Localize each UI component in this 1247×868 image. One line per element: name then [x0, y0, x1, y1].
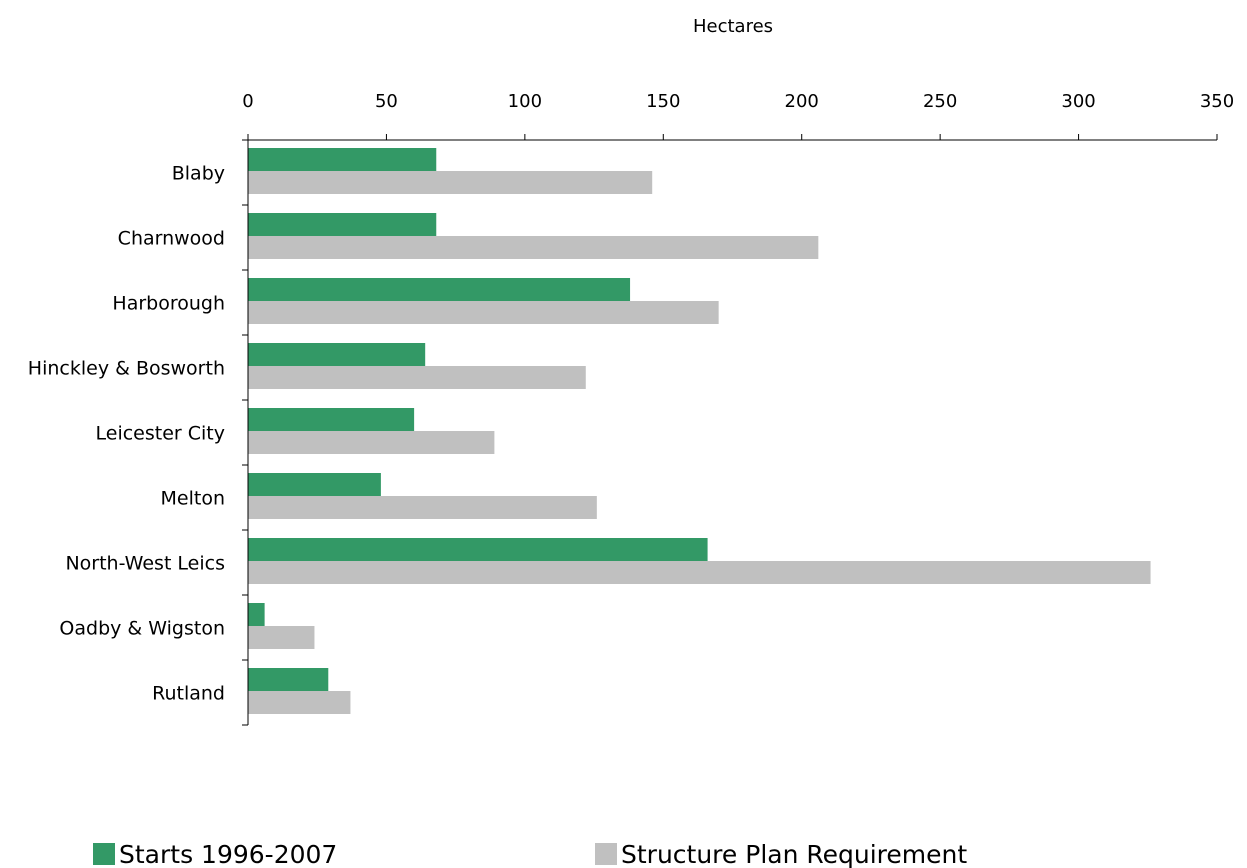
x-tick-label: 150 [646, 91, 680, 112]
bar-structure-plan [248, 431, 495, 454]
bar-structure-plan [248, 236, 819, 259]
bar-structure-plan [248, 496, 597, 519]
category-label: North-West Leics [65, 553, 225, 575]
bar-starts [248, 473, 381, 496]
category-label: Blaby [172, 163, 225, 185]
bar-starts [248, 603, 265, 626]
bar-structure-plan [248, 366, 586, 389]
bar-structure-plan [248, 301, 719, 324]
x-tick-label: 250 [923, 91, 957, 112]
bar-structure-plan [248, 561, 1151, 584]
bar-starts [248, 148, 437, 171]
bar-starts [248, 343, 426, 366]
x-tick-label: 350 [1200, 91, 1234, 112]
legend-label: Structure Plan Requirement [621, 840, 967, 868]
category-label: Leicester City [96, 423, 225, 445]
category-label: Harborough [112, 293, 225, 315]
category-labels: Blaby Charnwood Harborough Hinckley & Boswo… [28, 163, 225, 705]
bar-starts [248, 408, 415, 431]
category-label: Melton [161, 488, 225, 510]
legend: Starts 1996-2007 Structure Plan Requireme… [93, 840, 967, 868]
x-tick-label: 50 [375, 91, 398, 112]
legend-swatch [595, 843, 617, 865]
x-tick-label: 200 [785, 91, 819, 112]
bar-starts [248, 213, 437, 236]
x-tick-label: 0 [242, 91, 253, 112]
bar-starts [248, 278, 631, 301]
legend-label: Starts 1996-2007 [119, 840, 337, 868]
bar-starts [248, 668, 329, 691]
axes [242, 139, 1217, 726]
x-tick-label: 100 [508, 91, 542, 112]
bars [248, 148, 1151, 714]
bar-starts [248, 538, 708, 561]
bar-structure-plan [248, 171, 653, 194]
category-label: Rutland [152, 683, 225, 705]
x-axis-ticks: 0 50 100 150 200 250 300 350 [242, 91, 1234, 140]
bar-structure-plan [248, 626, 315, 649]
category-label: Charnwood [118, 228, 225, 250]
legend-swatch [93, 843, 115, 865]
bar-structure-plan [248, 691, 351, 714]
x-axis-title: Hectares [693, 16, 773, 37]
category-label: Hinckley & Bosworth [28, 358, 225, 380]
x-tick-label: 300 [1061, 91, 1095, 112]
category-label: Oadby & Wigston [59, 618, 225, 640]
